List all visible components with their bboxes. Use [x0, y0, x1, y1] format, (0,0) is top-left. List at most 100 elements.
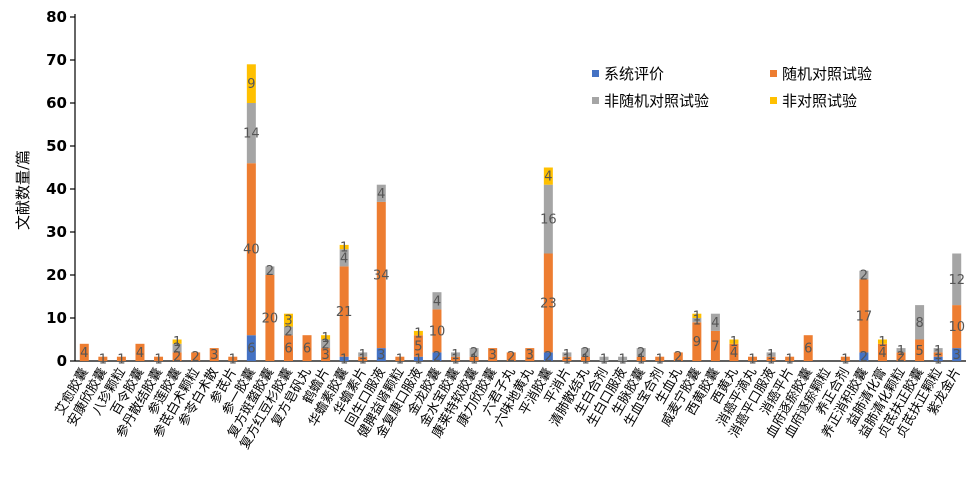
data-label: 1 — [396, 352, 404, 367]
bar-segment — [339, 249, 349, 267]
bar-segment — [376, 348, 386, 361]
data-label: 1 — [656, 352, 664, 367]
data-label: 4 — [878, 346, 886, 361]
data-label: 23 — [540, 296, 557, 311]
legend-swatch — [770, 97, 777, 104]
bar-segment — [766, 356, 776, 361]
data-label: 6 — [804, 342, 812, 357]
data-label: 1 — [730, 335, 738, 350]
bar-segment — [562, 352, 572, 357]
data-label: 2 — [284, 324, 292, 339]
data-label: 5 — [915, 344, 923, 359]
data-label: 2 — [637, 346, 645, 361]
data-label: 17 — [856, 309, 873, 324]
bar-segment — [655, 356, 665, 361]
data-label: 6 — [303, 342, 311, 357]
data-label: 1 — [600, 352, 608, 367]
bar-segment — [413, 330, 423, 336]
bar-segment — [599, 356, 609, 361]
bar-segment — [135, 343, 145, 361]
legend-label: 非随机对照试验 — [604, 92, 709, 110]
bar-segment — [543, 167, 553, 185]
bar-segment — [673, 352, 683, 361]
data-label: 1 — [451, 348, 459, 363]
data-label: 10 — [948, 320, 965, 335]
bar-segment — [915, 339, 925, 361]
bar-segment — [859, 352, 869, 361]
bar-segment — [506, 352, 516, 361]
legend-swatch — [592, 97, 599, 104]
bar-segment — [283, 335, 293, 361]
data-label: 1 — [637, 352, 645, 367]
data-label: 1 — [934, 348, 942, 363]
bars-layer — [79, 64, 962, 361]
bar-segment — [283, 326, 293, 336]
bar-segment — [154, 356, 164, 361]
y-tick-label: 60 — [46, 94, 67, 112]
bar-segment — [877, 339, 887, 344]
bar-segment — [413, 335, 423, 357]
data-label: 2 — [581, 346, 589, 361]
data-label: 20 — [262, 312, 279, 327]
y-tick-label: 20 — [46, 266, 67, 284]
y-axis-label: 文献数量/篇 — [14, 150, 32, 230]
bar-segment — [859, 270, 869, 280]
bar-segment — [803, 335, 813, 361]
y-tick-label: 70 — [46, 51, 67, 69]
bar-segment — [339, 356, 349, 361]
bar-segment — [246, 335, 256, 361]
bar-segment — [451, 356, 461, 361]
bar-segment — [246, 103, 256, 164]
bar-segment — [915, 305, 925, 340]
data-label: 4 — [544, 170, 552, 185]
axis-layer: 0 10 20 30 40 50 60 70 80 — [46, 8, 966, 370]
bar-segment — [376, 184, 386, 202]
bar-segment — [525, 348, 535, 361]
bar-segment — [543, 253, 553, 353]
data-label: 1 — [786, 352, 794, 367]
data-label: 9 — [693, 335, 701, 350]
bar-segment — [636, 356, 646, 361]
bar-segment — [636, 348, 646, 357]
data-label: 2 — [173, 342, 181, 357]
y-tick-label: 10 — [46, 309, 67, 327]
y-tick-label: 0 — [57, 352, 67, 370]
data-label: 8 — [915, 316, 923, 331]
bar-segment — [451, 352, 461, 357]
data-label: 1 — [693, 309, 701, 324]
data-label: 1 — [451, 352, 459, 367]
bar-segment — [618, 356, 628, 361]
y-tick-label: 80 — [46, 8, 67, 26]
data-label: 1 — [934, 352, 942, 367]
bar-segment — [191, 352, 201, 361]
bar-segment — [729, 339, 739, 344]
data-label: 1 — [414, 327, 422, 342]
bar-segment — [469, 356, 479, 361]
bar-segment — [172, 343, 182, 353]
bar-segment — [952, 253, 962, 306]
y-tick-label: 40 — [46, 180, 67, 198]
data-label: 2 — [860, 350, 868, 365]
data-label: 2 — [544, 350, 552, 365]
data-label: 1 — [340, 241, 348, 256]
bar-segment — [729, 343, 739, 361]
data-label: 4 — [711, 316, 719, 331]
data-label: 1 — [878, 335, 886, 350]
bar-segment — [432, 352, 442, 361]
data-label: 1 — [563, 348, 571, 363]
data-label: 1 — [618, 352, 626, 367]
data-label: 2 — [860, 269, 868, 284]
bar-segment — [469, 348, 479, 357]
legend-swatch — [592, 70, 599, 77]
bar-segment — [580, 348, 590, 357]
data-label: 1 — [359, 352, 367, 367]
data-label: 1 — [359, 348, 367, 363]
data-label: 6 — [247, 342, 255, 357]
data-label: 34 — [373, 269, 390, 284]
bar-segment — [98, 356, 108, 361]
data-label: 4 — [80, 346, 88, 361]
category-labels-layer: 艾愈胶囊安康欣胶囊八珍颗粒百令胶囊参丹散结胶囊参莲胶囊参芪白术颗粒参苓白术散参芪… — [52, 365, 964, 452]
bar-segment — [933, 356, 943, 361]
